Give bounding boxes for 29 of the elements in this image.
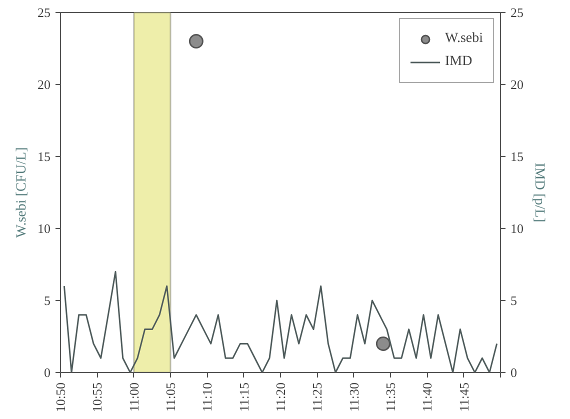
y-axis-title: W.sebi [CFU/L] — [14, 147, 30, 238]
y2-tick-label: 20 — [510, 77, 524, 92]
x-tick-label: 11:10 — [200, 382, 215, 412]
legend-label: W.sebi — [445, 31, 483, 47]
line-series — [63, 270, 498, 372]
x-tick-label: 11:35 — [383, 382, 398, 412]
x-tick-label: 10:55 — [90, 382, 105, 412]
y2-tick-label: 10 — [510, 221, 524, 236]
x-tick-label: 10:50 — [53, 382, 68, 412]
y-tick-label: 20 — [38, 77, 50, 92]
x-tick-label: 11:00 — [126, 382, 142, 412]
y2-tick-label: 25 — [510, 5, 524, 20]
y-tick-label: 0 — [44, 365, 50, 380]
x-tick-label: 11:30 — [346, 382, 362, 412]
y2-tick-label: 5 — [510, 293, 517, 308]
legend-label: IMD — [445, 54, 472, 70]
x-tick-label: 11:05 — [163, 382, 178, 412]
x-tick-label: 11:25 — [310, 382, 325, 412]
y-tick-label: 25 — [38, 5, 50, 20]
x-tick-label: 11:40 — [420, 382, 435, 412]
y-tick-label: 5 — [44, 293, 50, 308]
x-tick-label: 11:20 — [273, 382, 288, 412]
y-tick-label: 15 — [38, 149, 50, 164]
x-tick-label: 11:15 — [236, 382, 252, 412]
x-tick-label: 11:45 — [456, 382, 472, 412]
y2-axis-title: IMD [p/L] — [532, 162, 546, 222]
y2-tick-label: 15 — [510, 149, 524, 164]
y2-tick-label: 0 — [510, 365, 517, 380]
y-tick-label: 10 — [38, 221, 50, 236]
